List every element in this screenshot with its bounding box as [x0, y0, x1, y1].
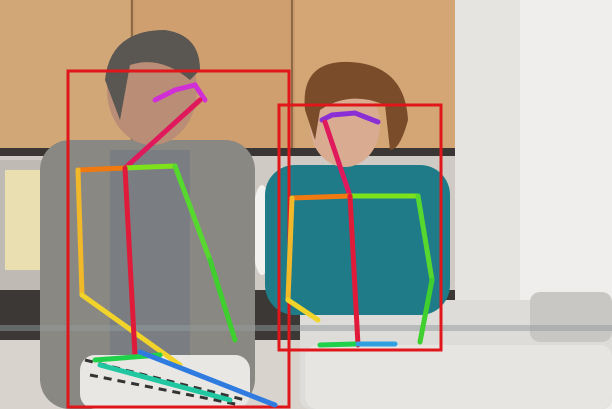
pose-skeleton-1	[75, 82, 278, 408]
sofa-cushion	[305, 345, 612, 409]
glass-table	[0, 325, 612, 331]
boy-hair	[304, 61, 408, 150]
man-hair	[105, 30, 200, 120]
pose-skeleton-2	[285, 110, 435, 348]
boy-shirt	[265, 165, 450, 315]
person-box-2	[277, 103, 443, 352]
